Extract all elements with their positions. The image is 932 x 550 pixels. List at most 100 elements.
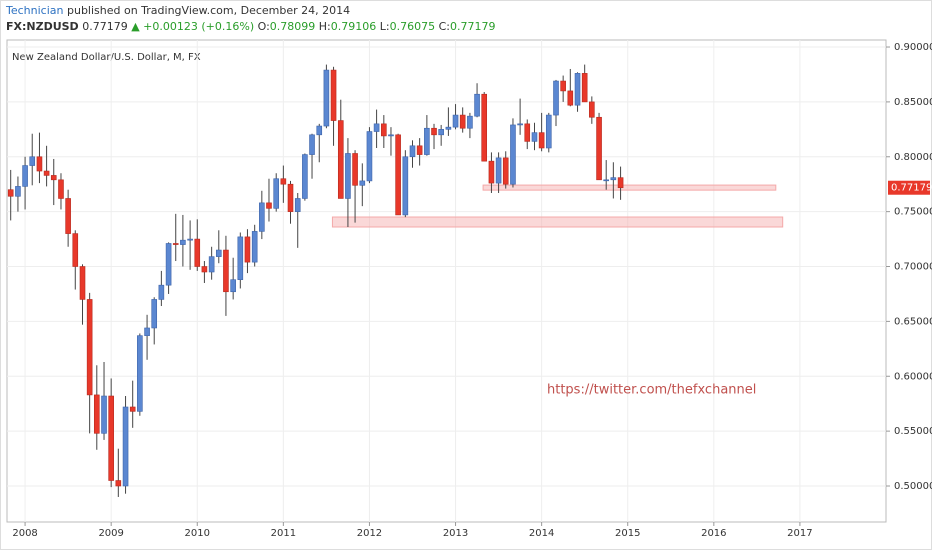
y-tick-label: 0.85000 <box>894 97 932 108</box>
candle-body <box>617 177 624 189</box>
candle-body <box>93 394 100 434</box>
y-tick-label: 0.65000 <box>894 316 932 327</box>
candle-body <box>266 202 272 209</box>
candle-body <box>330 69 337 121</box>
candle-body <box>309 134 315 155</box>
candle-body <box>438 129 444 136</box>
author: Technician <box>5 4 64 17</box>
candle-body <box>72 233 79 267</box>
symbol: FX:NZDUSD <box>6 20 79 33</box>
candle-body <box>474 93 480 117</box>
x-tick-label: 2017 <box>787 528 812 539</box>
candle-body <box>373 123 380 132</box>
candle-body <box>215 249 222 257</box>
y-tick-label: 0.50000 <box>894 481 932 492</box>
quote: FX:NZDUSD 0.77179 ▲ +0.00123 (+0.16%) O:… <box>6 20 496 33</box>
candle-body <box>431 127 437 136</box>
l-label: L: <box>380 20 390 33</box>
x-tick-label: 2013 <box>443 528 468 539</box>
candle-body <box>567 90 574 106</box>
candle-body <box>596 116 602 181</box>
l-value: 0.76075 <box>390 20 436 33</box>
candle-body <box>402 156 409 216</box>
candle-body <box>510 124 516 185</box>
x-tick-label: 2015 <box>615 528 640 539</box>
zone <box>482 184 777 191</box>
candle-body <box>230 279 236 293</box>
candle-body <box>7 189 14 197</box>
last-price-label: 0.77179 <box>891 183 932 194</box>
h-label: H: <box>319 20 331 33</box>
candle-body <box>488 160 495 184</box>
candle-body <box>538 132 545 149</box>
x-tick-label: 2009 <box>98 528 123 539</box>
candle-body <box>445 126 452 130</box>
candle-body <box>208 256 215 273</box>
candle-body <box>359 180 366 186</box>
candle-body <box>345 153 351 199</box>
chart-title: New Zealand Dollar/U.S. Dollar, M, FX <box>12 52 201 63</box>
c-value: 0.77179 <box>450 20 496 33</box>
y-tick-label: 0.90000 <box>894 42 932 53</box>
x-tick-label: 2011 <box>271 528 296 539</box>
candle-body <box>524 123 531 142</box>
candle-body <box>172 243 179 245</box>
y-tick-label: 0.75000 <box>894 207 932 218</box>
candle-body <box>323 69 330 127</box>
candle-body <box>409 145 416 158</box>
plot-area <box>6 39 887 523</box>
candle-body <box>244 236 251 263</box>
candle-body <box>287 183 294 212</box>
candle-body <box>259 202 265 232</box>
header: Technician published on TradingView.com,… <box>5 4 350 17</box>
candle-body <box>381 123 387 137</box>
o-label: O: <box>258 20 270 33</box>
candle-body <box>531 132 538 142</box>
candle-body <box>15 186 21 197</box>
candle-body <box>517 123 523 126</box>
candle-body <box>280 178 287 185</box>
candle-body <box>101 395 107 434</box>
candle-body <box>481 93 488 162</box>
candle-body <box>581 73 588 103</box>
y-tick-label: 0.55000 <box>894 426 932 437</box>
candle-body <box>79 266 86 300</box>
candle-body <box>194 238 201 267</box>
zone <box>331 216 784 228</box>
candle-body <box>395 134 401 216</box>
candle-body <box>129 406 136 412</box>
candle-body <box>137 335 143 412</box>
candle-body <box>187 238 193 241</box>
candle-body <box>151 299 158 329</box>
candle-body <box>294 198 301 212</box>
c-label: C: <box>439 20 450 33</box>
candle-body <box>302 154 308 199</box>
candle-body <box>43 170 50 176</box>
candle-body <box>65 198 71 234</box>
y-tick-label: 0.60000 <box>894 371 932 382</box>
candle-body <box>86 299 93 396</box>
x-tick-label: 2008 <box>12 528 37 539</box>
candle-body <box>560 80 566 92</box>
candle-body <box>115 480 122 487</box>
candle-body <box>201 266 208 273</box>
candle-body <box>337 120 344 199</box>
annotation: https://twitter.com/thefxchannel <box>547 383 756 398</box>
candle-body <box>58 179 64 199</box>
candle-body <box>251 231 258 263</box>
candle-body <box>467 115 473 129</box>
candle-body <box>180 239 186 245</box>
x-tick-label: 2012 <box>357 528 382 539</box>
y-tick-label: 0.70000 <box>894 262 932 273</box>
candle-body <box>459 114 466 129</box>
candle-body <box>237 236 244 280</box>
candle-body <box>366 131 373 182</box>
candle-body <box>424 127 430 155</box>
candle-body <box>50 175 57 181</box>
candle-body <box>574 73 581 106</box>
candle-body <box>144 327 150 336</box>
candle-body <box>495 157 502 184</box>
candle-body <box>316 125 323 136</box>
candle-body <box>122 406 129 487</box>
